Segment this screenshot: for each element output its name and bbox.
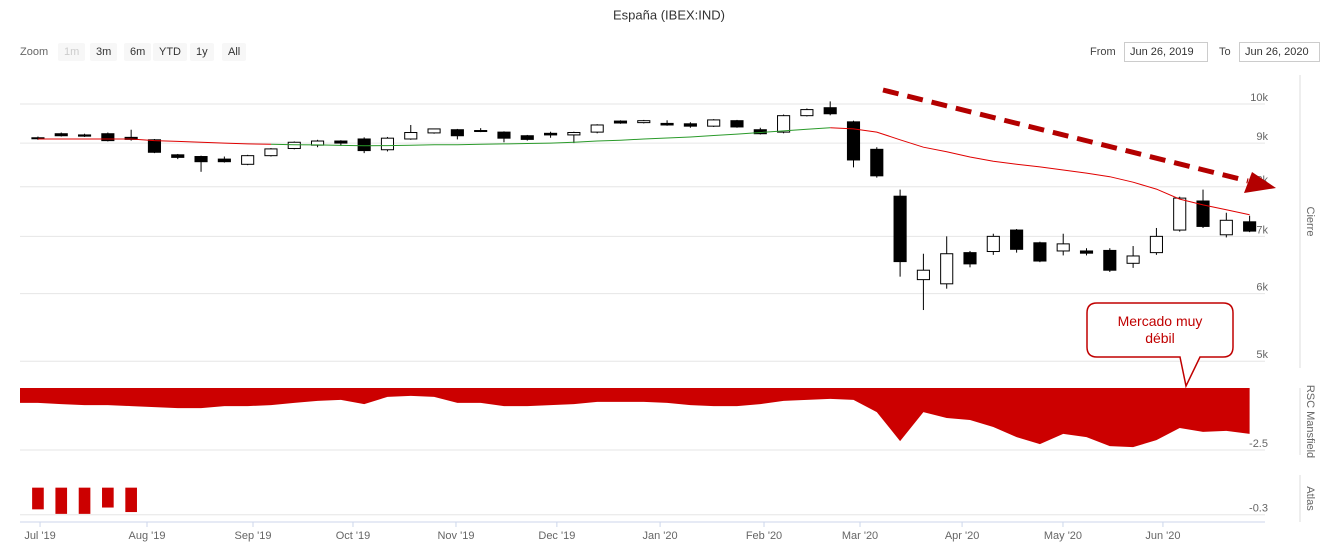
- x-tick-label: Jun '20: [1145, 530, 1180, 542]
- candle-body: [940, 253, 954, 285]
- x-tick-label: May '20: [1044, 530, 1082, 542]
- x-tick-label: Aug '19: [129, 530, 166, 542]
- trend-arrow-head: [1244, 172, 1276, 193]
- from-date-input[interactable]: Jun 26, 2019: [1124, 42, 1208, 62]
- zoom-label: Zoom: [20, 46, 49, 58]
- candle-body: [171, 154, 185, 158]
- candle-body: [1079, 250, 1094, 254]
- candle-body: [450, 129, 464, 137]
- bar: [55, 487, 68, 514]
- bar: [125, 487, 137, 513]
- candle-body: [1173, 197, 1187, 231]
- zoom-button[interactable]: 1y: [190, 43, 214, 61]
- bar: [32, 487, 44, 510]
- candle-body: [777, 115, 791, 133]
- candle-body: [683, 123, 697, 127]
- zoom-button[interactable]: 1m: [58, 43, 86, 61]
- bar: [78, 487, 91, 514]
- trend-arrow: [882, 87, 1249, 184]
- candle-body: [590, 124, 604, 133]
- candle-body: [1243, 221, 1257, 232]
- callout-box: [1086, 302, 1234, 389]
- candle-body: [77, 134, 92, 137]
- x-tick-label: Jul '19: [24, 530, 55, 542]
- candle-body: [846, 121, 861, 161]
- candle-body: [986, 235, 1000, 253]
- candle-body: [893, 195, 907, 263]
- candle-body: [1056, 243, 1070, 252]
- y-axis-title: RSC Mansfield: [1304, 385, 1316, 458]
- y-tick-label: -0.3: [1249, 503, 1268, 515]
- zoom-button[interactable]: 3m: [90, 43, 118, 61]
- candle-body: [707, 119, 721, 127]
- zoom-button[interactable]: YTD: [153, 43, 187, 61]
- bar: [102, 487, 114, 508]
- y-tick-label: 10k: [1250, 92, 1268, 104]
- candle-body: [1126, 255, 1140, 264]
- candle-body: [916, 269, 930, 281]
- callout-text: Mercado muy débil: [1117, 313, 1203, 346]
- candle-body: [101, 133, 115, 142]
- candle-body: [497, 131, 511, 139]
- from-label: From: [1090, 46, 1116, 58]
- zoom-button[interactable]: All: [222, 43, 247, 61]
- candle-body: [520, 135, 534, 140]
- x-tick-label: Feb '20: [746, 530, 782, 542]
- x-tick-label: Sep '19: [235, 530, 272, 542]
- candle-body: [217, 158, 231, 163]
- candle-body: [567, 132, 581, 136]
- candle-body: [1103, 249, 1117, 271]
- y-tick-label: 7k: [1256, 224, 1268, 236]
- candle-body: [241, 155, 255, 165]
- candle-body: [1196, 200, 1210, 227]
- average-line: [270, 127, 831, 147]
- y-tick-label: 9k: [1256, 131, 1268, 143]
- x-tick-label: Jan '20: [643, 530, 678, 542]
- x-tick-label: Dec '19: [538, 530, 575, 542]
- candle-body: [1033, 242, 1047, 262]
- candle-body: [613, 120, 628, 124]
- candle-body: [800, 109, 814, 117]
- y-tick-label: -2.5: [1249, 438, 1268, 450]
- candle-body: [54, 133, 68, 137]
- candle-body: [404, 132, 418, 140]
- candle-body: [194, 156, 208, 163]
- candle-body: [147, 139, 162, 153]
- area: [20, 388, 1250, 448]
- zoom-button[interactable]: 6m: [124, 43, 152, 61]
- to-label: To: [1219, 46, 1231, 58]
- y-tick-label: 6k: [1256, 281, 1268, 293]
- candle-body: [1219, 219, 1233, 236]
- candle-body: [334, 140, 348, 144]
- chart-title: España (IBEX:IND): [613, 7, 725, 22]
- candle-body: [287, 141, 301, 149]
- x-tick-label: Apr '20: [945, 530, 980, 542]
- candle-body: [963, 252, 977, 265]
- average-line: [37, 127, 1250, 216]
- candle-body: [427, 128, 441, 134]
- candle-body: [380, 137, 395, 151]
- candle-body: [870, 148, 884, 177]
- candle-body: [357, 138, 371, 152]
- candle-body: [660, 122, 674, 126]
- candle-body: [730, 120, 744, 128]
- candle-body: [1010, 229, 1024, 250]
- candle-body: [474, 130, 488, 133]
- to-date-input[interactable]: Jun 26, 2020: [1239, 42, 1320, 62]
- x-tick-label: Nov '19: [437, 530, 474, 542]
- y-tick-label: 5k: [1256, 349, 1268, 361]
- candle-body: [264, 148, 278, 157]
- x-tick-label: Mar '20: [842, 530, 878, 542]
- candle-body: [544, 132, 558, 136]
- x-tick-label: Oct '19: [336, 530, 371, 542]
- candle-body: [823, 107, 837, 115]
- y-axis-title: Cierre: [1304, 207, 1316, 237]
- candle-body: [637, 120, 651, 124]
- candle-body: [1149, 235, 1163, 254]
- y-axis-title: Atlas: [1304, 486, 1316, 511]
